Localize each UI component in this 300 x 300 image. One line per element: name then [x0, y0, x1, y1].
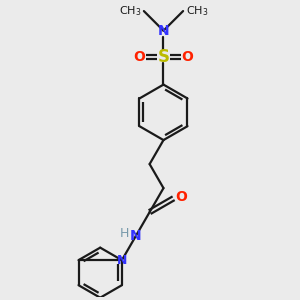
- Text: O: O: [176, 190, 188, 205]
- Text: H: H: [120, 226, 130, 240]
- Text: O: O: [134, 50, 146, 64]
- Text: N: N: [117, 254, 127, 267]
- Text: CH$_3$: CH$_3$: [119, 4, 141, 18]
- Text: S: S: [158, 48, 169, 66]
- Text: N: N: [158, 24, 169, 38]
- Text: CH$_3$: CH$_3$: [186, 4, 208, 18]
- Text: N: N: [130, 229, 142, 243]
- Text: O: O: [182, 50, 193, 64]
